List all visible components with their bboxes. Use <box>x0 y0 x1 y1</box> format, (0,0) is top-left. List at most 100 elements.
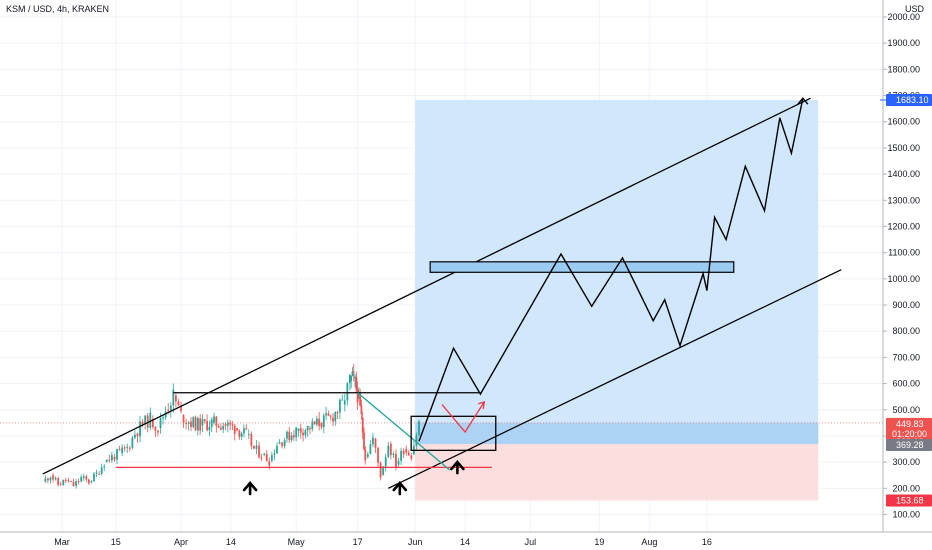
candle-body <box>379 462 382 478</box>
candle-body <box>288 431 291 441</box>
candle-body <box>208 426 211 431</box>
candle-body <box>356 389 359 403</box>
candle-body <box>392 453 395 456</box>
current-badge-label: 449.83 <box>896 419 924 429</box>
candle-body <box>123 447 126 449</box>
candle-body <box>203 419 206 422</box>
time-tick-label: Jun <box>408 537 423 547</box>
candle-body <box>174 395 177 402</box>
price-tick-label: 500.00 <box>892 405 920 415</box>
candle-body <box>201 419 204 426</box>
red-arrowhead <box>478 400 486 409</box>
entry-badge-bg <box>886 438 932 451</box>
price-tick-label: 1300.00 <box>887 195 920 205</box>
candle-body <box>149 412 152 428</box>
candle-body <box>384 457 387 467</box>
candle-body <box>162 417 164 419</box>
candle-body <box>95 472 98 474</box>
candle-body <box>238 430 241 437</box>
candle-body <box>359 393 362 406</box>
candle-body <box>134 434 136 438</box>
time-tick-label: 14 <box>460 537 470 547</box>
stop-zone <box>415 443 819 501</box>
currency-label: USD <box>905 4 925 14</box>
candle-body <box>304 430 307 436</box>
up-arrow-icon <box>450 460 465 475</box>
candle-body <box>372 437 374 445</box>
candle-body <box>309 428 311 430</box>
price-tick-label: 1400.00 <box>887 169 920 179</box>
time-axis[interactable]: Mar 15 Apr 14 May 17 Jun 14 Jul 19 Aug 16 <box>54 537 712 547</box>
candle-body <box>313 421 316 425</box>
price-tick-label: 1200.00 <box>887 221 920 231</box>
candle-body <box>154 426 157 431</box>
candle-body <box>98 473 101 475</box>
candle-body <box>346 383 349 401</box>
candle-body <box>116 449 118 460</box>
candle-body <box>47 478 49 481</box>
candle-body <box>363 432 365 450</box>
candle-body <box>77 481 80 483</box>
candle-body <box>260 457 263 459</box>
time-tick-label: 19 <box>594 537 604 547</box>
candle-body <box>185 422 188 424</box>
channel-upper-line <box>42 97 811 475</box>
candle-body <box>233 425 236 434</box>
candle-body <box>332 417 334 422</box>
price-tick-label: 200.00 <box>892 483 920 493</box>
candle-body <box>247 433 250 435</box>
candle-body <box>108 459 111 461</box>
price-tick-label: 1600.00 <box>887 117 920 127</box>
candle-body <box>402 450 405 455</box>
candle-body <box>361 417 364 433</box>
candle-body <box>349 374 351 384</box>
candle-body <box>250 433 253 446</box>
time-tick-label: Apr <box>174 537 188 547</box>
candle-body <box>144 415 147 425</box>
candle-body <box>299 428 302 433</box>
price-tick-label: 1900.00 <box>887 38 920 48</box>
candle-body <box>54 478 57 480</box>
candle-body <box>341 399 344 401</box>
price-tick-label: 1800.00 <box>887 64 920 74</box>
candle-body <box>255 445 258 450</box>
candle-body <box>59 484 62 486</box>
candle-body <box>206 421 209 431</box>
candle-body <box>87 479 90 484</box>
candle-body <box>44 478 47 482</box>
candle-body <box>364 449 367 461</box>
candle-body <box>297 428 300 431</box>
candle-body <box>229 422 232 425</box>
candle-body <box>180 405 182 412</box>
candle-body <box>306 425 309 431</box>
price-tick-label: 800.00 <box>892 326 920 336</box>
candle-body <box>286 431 288 439</box>
candle-body <box>352 371 355 373</box>
candle-body <box>336 412 339 414</box>
candle-body <box>157 430 159 433</box>
candle-body <box>103 466 106 468</box>
candle-body <box>355 376 358 390</box>
candle-body <box>52 475 54 480</box>
candle-body <box>415 435 418 447</box>
candle-body <box>397 460 400 465</box>
price-tick-label: 1100.00 <box>888 248 920 258</box>
candle-body <box>281 442 283 447</box>
candle-body <box>374 438 377 448</box>
candle-body <box>263 453 266 455</box>
time-tick-label: 17 <box>353 537 363 547</box>
candle-body <box>194 417 197 431</box>
candle-body <box>213 416 215 423</box>
countdown-label: 01:20:00 <box>892 429 927 439</box>
candle-body <box>343 400 346 405</box>
candle-body <box>270 455 273 461</box>
price-tick-label: 700.00 <box>892 352 920 362</box>
candle-body <box>131 437 134 448</box>
candle-body <box>167 409 170 411</box>
candle-body <box>395 453 397 468</box>
candle-body <box>100 467 103 474</box>
price-tick-label: 2000.00 <box>887 12 920 22</box>
candle-body <box>169 405 172 411</box>
